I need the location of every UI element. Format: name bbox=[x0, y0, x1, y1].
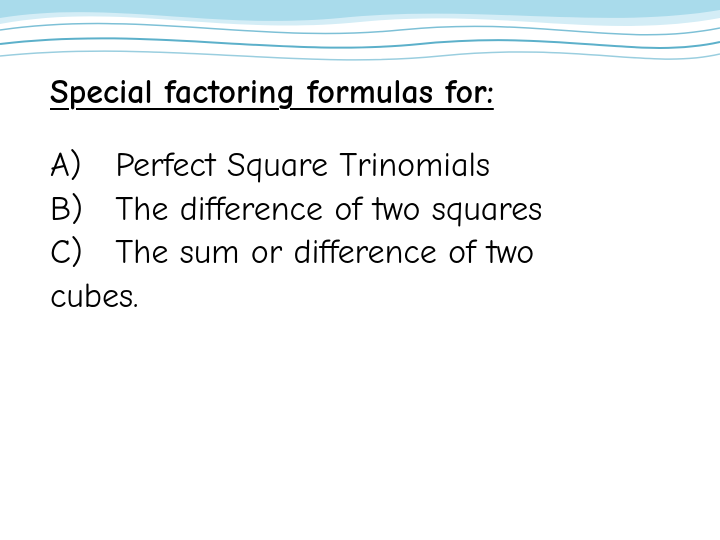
slide-title: Special factoring formulas for: bbox=[50, 72, 680, 112]
slide-content: Special factoring formulas for: A) Perfe… bbox=[50, 72, 680, 318]
list-item-label: A) bbox=[50, 144, 104, 188]
list-item-label: B) bbox=[50, 188, 104, 232]
list-item: B) The difference of two squares bbox=[50, 188, 680, 232]
item-list: A) Perfect Square Trinomials B) The diff… bbox=[50, 144, 680, 318]
list-item-continuation: cubes. bbox=[50, 275, 680, 319]
list-item: A) Perfect Square Trinomials bbox=[50, 144, 680, 188]
list-item-text: Perfect Square Trinomials bbox=[115, 145, 490, 185]
list-item: C) The sum or difference of two bbox=[50, 231, 680, 275]
list-item-label: C) bbox=[50, 231, 104, 275]
list-item-text: The difference of two squares bbox=[115, 189, 542, 229]
list-item-text: The sum or difference of two bbox=[115, 232, 534, 272]
